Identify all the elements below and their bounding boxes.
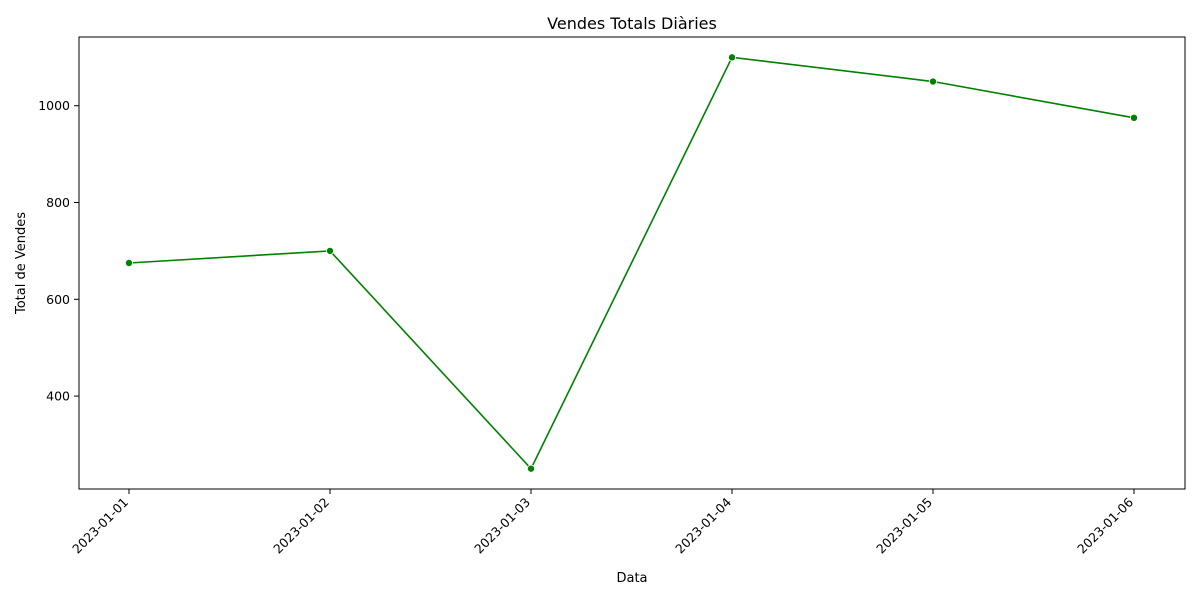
data-point — [527, 464, 536, 473]
data-point — [125, 258, 134, 267]
data-point — [325, 246, 334, 255]
x-tick-label: 2023-01-06 — [1074, 494, 1136, 556]
chart-title: Vendes Totals Diàries — [547, 14, 717, 33]
x-tick-label: 2023-01-05 — [873, 495, 935, 557]
x-tick-label: 2023-01-01 — [69, 495, 131, 557]
x-tick-label: 2023-01-03 — [471, 495, 533, 557]
y-tick-label: 600 — [46, 292, 70, 307]
data-point — [929, 77, 938, 86]
series-line — [128, 56, 1135, 471]
series-group — [125, 53, 1139, 473]
y-tick-label: 400 — [46, 389, 70, 404]
y-axis-ticks: 400 600 800 1000 — [38, 98, 79, 404]
x-axis-label: Data — [616, 571, 647, 586]
y-tick-label: 800 — [46, 195, 70, 210]
y-axis-label: Total de Vendes — [14, 212, 29, 315]
data-point — [728, 53, 737, 62]
y-tick-label: 1000 — [38, 98, 70, 113]
x-axis-ticks: 2023-01-01 2023-01-02 2023-01-03 2023-01-04… — [69, 489, 1136, 556]
x-tick-label: 2023-01-02 — [270, 495, 332, 557]
x-tick-label: 2023-01-04 — [672, 494, 734, 556]
data-point — [1130, 113, 1139, 122]
